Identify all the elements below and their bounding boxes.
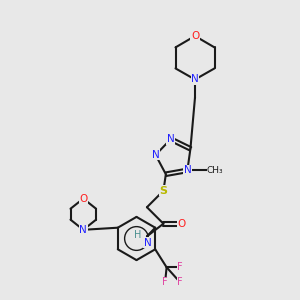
Text: N: N (80, 225, 87, 235)
Text: N: N (191, 74, 199, 85)
Text: N: N (144, 238, 152, 248)
Text: F: F (162, 277, 168, 287)
Text: O: O (79, 194, 87, 204)
Text: N: N (152, 150, 160, 160)
Text: O: O (191, 31, 199, 41)
Text: F: F (177, 262, 183, 272)
Text: F: F (177, 277, 183, 287)
Text: O: O (177, 219, 186, 229)
Text: H: H (134, 230, 142, 240)
Text: CH₃: CH₃ (207, 166, 224, 175)
Text: N: N (167, 134, 175, 144)
Text: N: N (184, 165, 191, 176)
Text: S: S (159, 186, 167, 196)
